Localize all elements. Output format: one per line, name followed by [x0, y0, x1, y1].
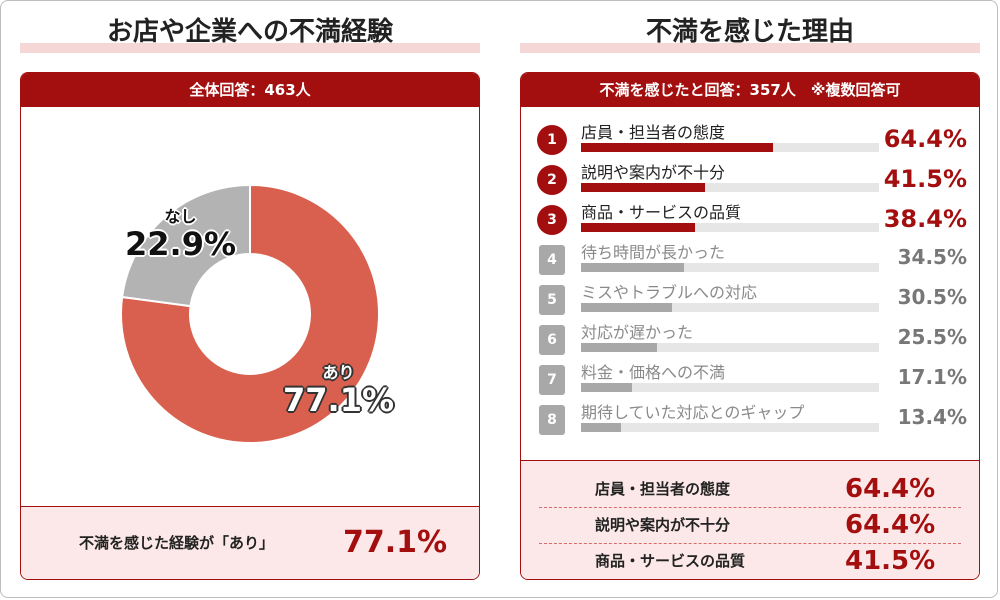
bar-track [581, 143, 879, 152]
left-footer-value: 77.1% [343, 525, 448, 560]
donut-label-nashi: なし 22.9% [125, 203, 236, 261]
rank-badge: 6 [539, 325, 565, 355]
bar-row-4: 4 待ち時間が長かった 34.5% [537, 239, 967, 279]
bar-row-8: 8 期待していた対応とのギャップ 13.4% [537, 399, 967, 439]
left-card: 全体回答：463人 なし 22.9% あり 77.1% 不満を感じた経験が「あり… [20, 72, 480, 580]
bar-row-7: 7 料金・価格への不満 17.1% [537, 359, 967, 399]
bar-label: 対応が遅かった [581, 323, 694, 342]
donut-value-ari: 77.1% [283, 381, 395, 419]
bar-label: ミスやトラブルへの対応 [581, 283, 758, 302]
donut-category-ari: あり [322, 363, 355, 382]
summary-row: 商品・サービスの品質 41.5% [539, 543, 961, 579]
bar [581, 383, 632, 392]
bar-track [581, 183, 879, 192]
donut-category-nashi: なし [164, 207, 197, 226]
right-title: 不満を感じた理由 [645, 17, 854, 47]
rank-badge: 2 [537, 165, 567, 195]
bar-row-6: 6 対応が遅かった 25.5% [537, 319, 967, 359]
bar [581, 143, 773, 152]
bar [581, 223, 696, 232]
bar-label: 料金・価格への不満 [581, 363, 726, 382]
donut-slice-nashi [120, 183, 251, 308]
summary-row: 店員・担当者の態度 64.4% [539, 471, 961, 508]
rank-badge: 7 [539, 365, 565, 395]
right-title-underline [520, 43, 980, 53]
bar [581, 303, 672, 312]
rank-badge: 4 [539, 245, 565, 275]
bar-value: 13.4% [897, 405, 967, 429]
bar-row-3: 3 商品・サービスの品質 38.4% [537, 199, 967, 239]
bar-label: 商品・サービスの品質 [581, 203, 742, 222]
bar [581, 423, 621, 432]
bar [581, 343, 657, 352]
summary-label: 店員・担当者の態度 [595, 480, 731, 498]
right-card-header: 不満を感じたと回答：357人 ※複数回答可 [521, 73, 979, 107]
donut-label-ari: あり 77.1% [283, 359, 394, 417]
summary-label: 商品・サービスの品質 [595, 552, 746, 570]
left-card-header: 全体回答：463人 [21, 73, 479, 107]
bar-track [581, 223, 879, 232]
bar-row-2: 2 説明や案内が不十分 41.5% [537, 159, 967, 199]
bar-value: 34.5% [897, 245, 967, 269]
bar-track [581, 423, 879, 432]
summary-label: 説明や案内が不十分 [595, 516, 731, 534]
donut-value-nashi: 22.9% [125, 225, 237, 263]
left-footer-label: 不満を感じた経験が「あり」 [79, 534, 275, 552]
bar-label: 期待していた対応とのギャップ [581, 403, 805, 422]
donut-chart [120, 183, 380, 444]
left-title: お店や企業への不満経験 [106, 17, 393, 47]
donut-slice-ari [120, 183, 380, 444]
summary-value: 64.4% [845, 474, 936, 504]
bar-track [581, 383, 879, 392]
bar-value: 25.5% [897, 325, 967, 349]
rank-badge: 3 [537, 205, 567, 235]
bar-value: 38.4% [883, 205, 967, 233]
bar-label: 店員・担当者の態度 [581, 123, 726, 142]
summary-value: 41.5% [845, 546, 936, 576]
bar [581, 183, 705, 192]
summary-row: 説明や案内が不十分 64.4% [539, 507, 961, 544]
bar-track [581, 303, 879, 312]
bar-value: 17.1% [897, 365, 967, 389]
bar-row-5: 5 ミスやトラブルへの対応 30.5% [537, 279, 967, 319]
bar-label: 待ち時間が長かった [581, 243, 726, 262]
bar-label: 説明や案内が不十分 [581, 163, 726, 182]
rank-badge: 1 [537, 125, 567, 155]
bar-value: 30.5% [897, 285, 967, 309]
left-footer: 不満を感じた経験が「あり」 77.1% [21, 506, 479, 579]
bar-track [581, 263, 879, 272]
rank-badge: 5 [539, 285, 565, 315]
bar-value: 64.4% [883, 125, 967, 153]
right-card: 不満を感じたと回答：357人 ※複数回答可 1 店員・担当者の態度 64.4% 2 説明… [520, 72, 980, 580]
bar-value: 41.5% [883, 165, 967, 193]
summary-value: 64.4% [845, 510, 936, 540]
bar-track [581, 343, 879, 352]
right-summary: 店員・担当者の態度 64.4% 説明や案内が不十分 64.4% 商品・サービスの… [521, 460, 979, 579]
rank-badge: 8 [539, 405, 565, 435]
bar-row-1: 1 店員・担当者の態度 64.4% [537, 119, 967, 159]
left-title-underline [20, 43, 480, 53]
bar [581, 263, 684, 272]
